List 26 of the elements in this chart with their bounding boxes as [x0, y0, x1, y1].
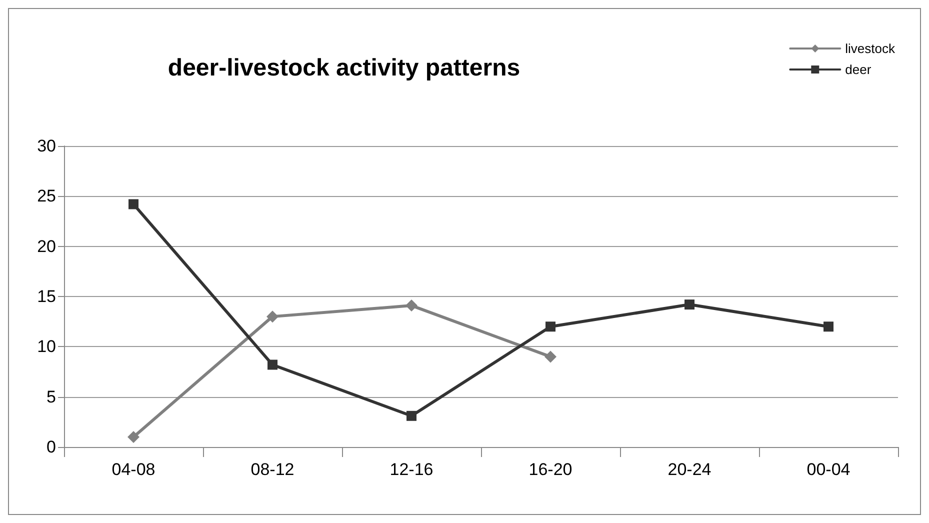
- y-tick-label: 5: [46, 387, 56, 406]
- y-tick-label: 25: [37, 186, 56, 206]
- point: [128, 199, 138, 210]
- x-tick-label: 00-04: [806, 460, 850, 479]
- x-tick-label: 12-16: [390, 460, 434, 479]
- y-tick-label: 30: [37, 136, 56, 156]
- x-tick-label: 08-12: [250, 460, 294, 479]
- point: [406, 410, 416, 421]
- chart-title: deer-livestock activity patterns: [168, 54, 520, 82]
- point: [266, 310, 278, 323]
- y-tick-label: 15: [37, 287, 56, 306]
- x-tick-label: 20-24: [668, 460, 712, 479]
- point: [684, 300, 694, 310]
- legend-label: deer: [845, 62, 872, 77]
- point: [546, 322, 556, 332]
- legend-label: livestock: [845, 41, 896, 56]
- y-tick-label: 10: [37, 337, 56, 356]
- y-tick-label: 20: [37, 236, 56, 256]
- y-tick-label: 0: [46, 438, 56, 456]
- point: [824, 322, 834, 332]
- x-tick-label: 16-20: [528, 460, 572, 479]
- point: [544, 350, 556, 363]
- x-tick-label: 04-08: [112, 460, 156, 479]
- point: [128, 430, 140, 443]
- point: [268, 360, 278, 370]
- point: [406, 300, 418, 312]
